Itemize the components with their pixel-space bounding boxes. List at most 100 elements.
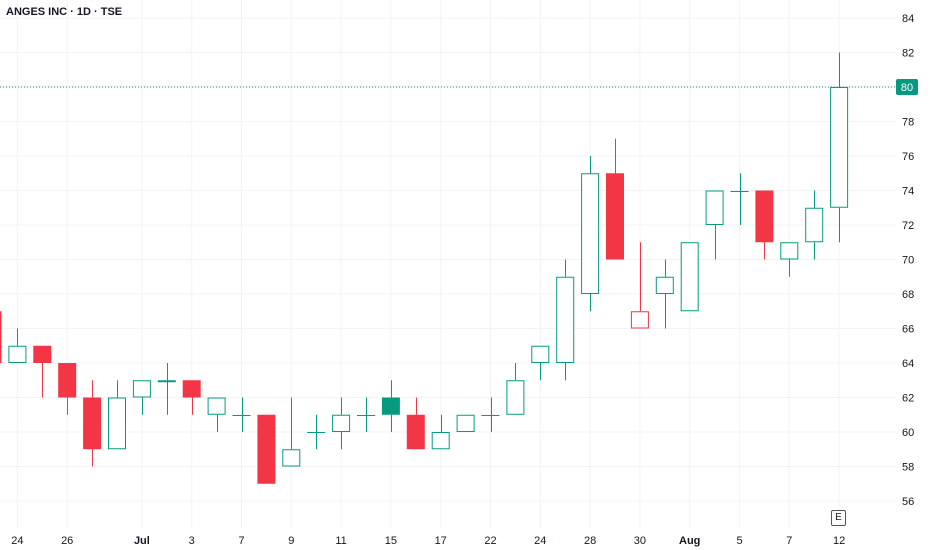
y-tick-label: 68 bbox=[902, 289, 914, 301]
x-tick-label: 24 bbox=[534, 535, 546, 547]
candle-body bbox=[456, 414, 475, 432]
candle-body bbox=[630, 311, 649, 329]
candle bbox=[431, 414, 450, 450]
candle bbox=[33, 345, 52, 398]
candle bbox=[0, 311, 2, 363]
candle-body bbox=[506, 380, 525, 415]
candle bbox=[630, 242, 649, 329]
candle-body bbox=[705, 190, 724, 225]
candle-body bbox=[556, 276, 575, 363]
candle-body bbox=[581, 173, 600, 294]
candle-body bbox=[755, 190, 774, 243]
candle-body bbox=[830, 87, 849, 208]
y-tick-label: 84 bbox=[902, 13, 914, 25]
x-tick-label: 30 bbox=[634, 535, 646, 547]
x-tick-label: Jul bbox=[134, 535, 150, 547]
candle-body bbox=[0, 311, 2, 363]
x-tick-label: 9 bbox=[288, 535, 294, 547]
x-tick-label: 26 bbox=[61, 535, 73, 547]
x-tick-label: 7 bbox=[786, 535, 792, 547]
candle bbox=[581, 156, 600, 312]
candle bbox=[481, 397, 500, 432]
candle bbox=[282, 397, 301, 467]
candle bbox=[207, 397, 226, 432]
y-tick-label: 56 bbox=[902, 496, 914, 508]
candle bbox=[232, 397, 251, 432]
x-tick-label: 24 bbox=[11, 535, 23, 547]
candle-body bbox=[207, 397, 226, 415]
candle-body bbox=[108, 397, 126, 450]
chart-title: ANGES INC · 1D · TSE bbox=[6, 6, 123, 18]
earnings-badge[interactable]: E bbox=[831, 510, 846, 526]
candle-body bbox=[58, 363, 77, 398]
x-tick-label: 28 bbox=[584, 535, 596, 547]
candle-body bbox=[606, 173, 624, 260]
candle bbox=[606, 138, 624, 260]
candle bbox=[257, 414, 276, 484]
y-tick-label: 62 bbox=[902, 393, 914, 405]
candle-body bbox=[406, 414, 425, 450]
y-tick-label: 78 bbox=[902, 117, 914, 129]
candle-body bbox=[257, 414, 276, 484]
candle-body bbox=[8, 345, 27, 363]
last-price-badge-label: 80 bbox=[901, 82, 913, 94]
x-tick-label: 17 bbox=[435, 535, 447, 547]
last-price-badge: 80 bbox=[896, 79, 918, 95]
candle bbox=[556, 259, 575, 381]
candle bbox=[805, 190, 824, 260]
candle-body bbox=[33, 345, 52, 363]
candle bbox=[381, 380, 400, 432]
x-tick-label: Aug bbox=[679, 535, 700, 547]
candle bbox=[406, 397, 425, 450]
candle bbox=[830, 52, 849, 243]
candle bbox=[83, 380, 102, 467]
candle bbox=[108, 380, 126, 450]
candle-body bbox=[680, 242, 699, 312]
candle bbox=[705, 190, 724, 260]
y-tick-label: 72 bbox=[902, 220, 914, 232]
y-tick-label: 76 bbox=[902, 151, 914, 163]
candle bbox=[332, 397, 351, 450]
candle-body bbox=[182, 380, 201, 398]
last-price-badge-bg bbox=[896, 79, 918, 95]
candle bbox=[307, 414, 326, 450]
candle bbox=[456, 414, 475, 432]
candle-body bbox=[805, 207, 824, 243]
candle-body bbox=[332, 414, 351, 432]
candle-body bbox=[83, 397, 102, 450]
x-tick-label: 3 bbox=[189, 535, 195, 547]
candle bbox=[182, 380, 201, 415]
candle-body bbox=[381, 397, 400, 415]
candle-body bbox=[282, 449, 301, 467]
x-tick-label: 12 bbox=[833, 535, 845, 547]
candle bbox=[531, 345, 550, 381]
candle-body bbox=[531, 345, 550, 363]
x-tick-label: 7 bbox=[238, 535, 244, 547]
candle-body bbox=[655, 276, 674, 294]
candle-body bbox=[780, 242, 799, 260]
candle bbox=[780, 242, 799, 277]
candle bbox=[58, 363, 77, 415]
x-tick-label: 11 bbox=[335, 535, 346, 547]
candle bbox=[357, 397, 375, 432]
candle bbox=[132, 380, 151, 415]
candle bbox=[680, 242, 699, 312]
y-tick-label: 58 bbox=[902, 462, 914, 474]
x-tick-label: 22 bbox=[484, 535, 496, 547]
candle bbox=[157, 363, 176, 415]
candle-body bbox=[431, 432, 450, 450]
y-tick-label: 64 bbox=[902, 358, 914, 370]
y-tick-label: 60 bbox=[902, 427, 914, 439]
time-axis[interactable]: 24 26 Jul 3 7 9 11 15 17 22 24 28 30 Aug 5 7 12 bbox=[11, 535, 845, 547]
y-tick-label: 82 bbox=[902, 48, 914, 60]
y-tick-label: 70 bbox=[902, 255, 914, 267]
candle bbox=[655, 259, 674, 329]
candle bbox=[755, 190, 774, 260]
candle bbox=[8, 328, 27, 363]
candle-body bbox=[132, 380, 151, 398]
candle bbox=[730, 173, 749, 225]
candle-series bbox=[0, 52, 849, 484]
y-tick-label: 74 bbox=[902, 186, 914, 198]
x-tick-label: 5 bbox=[736, 535, 742, 547]
